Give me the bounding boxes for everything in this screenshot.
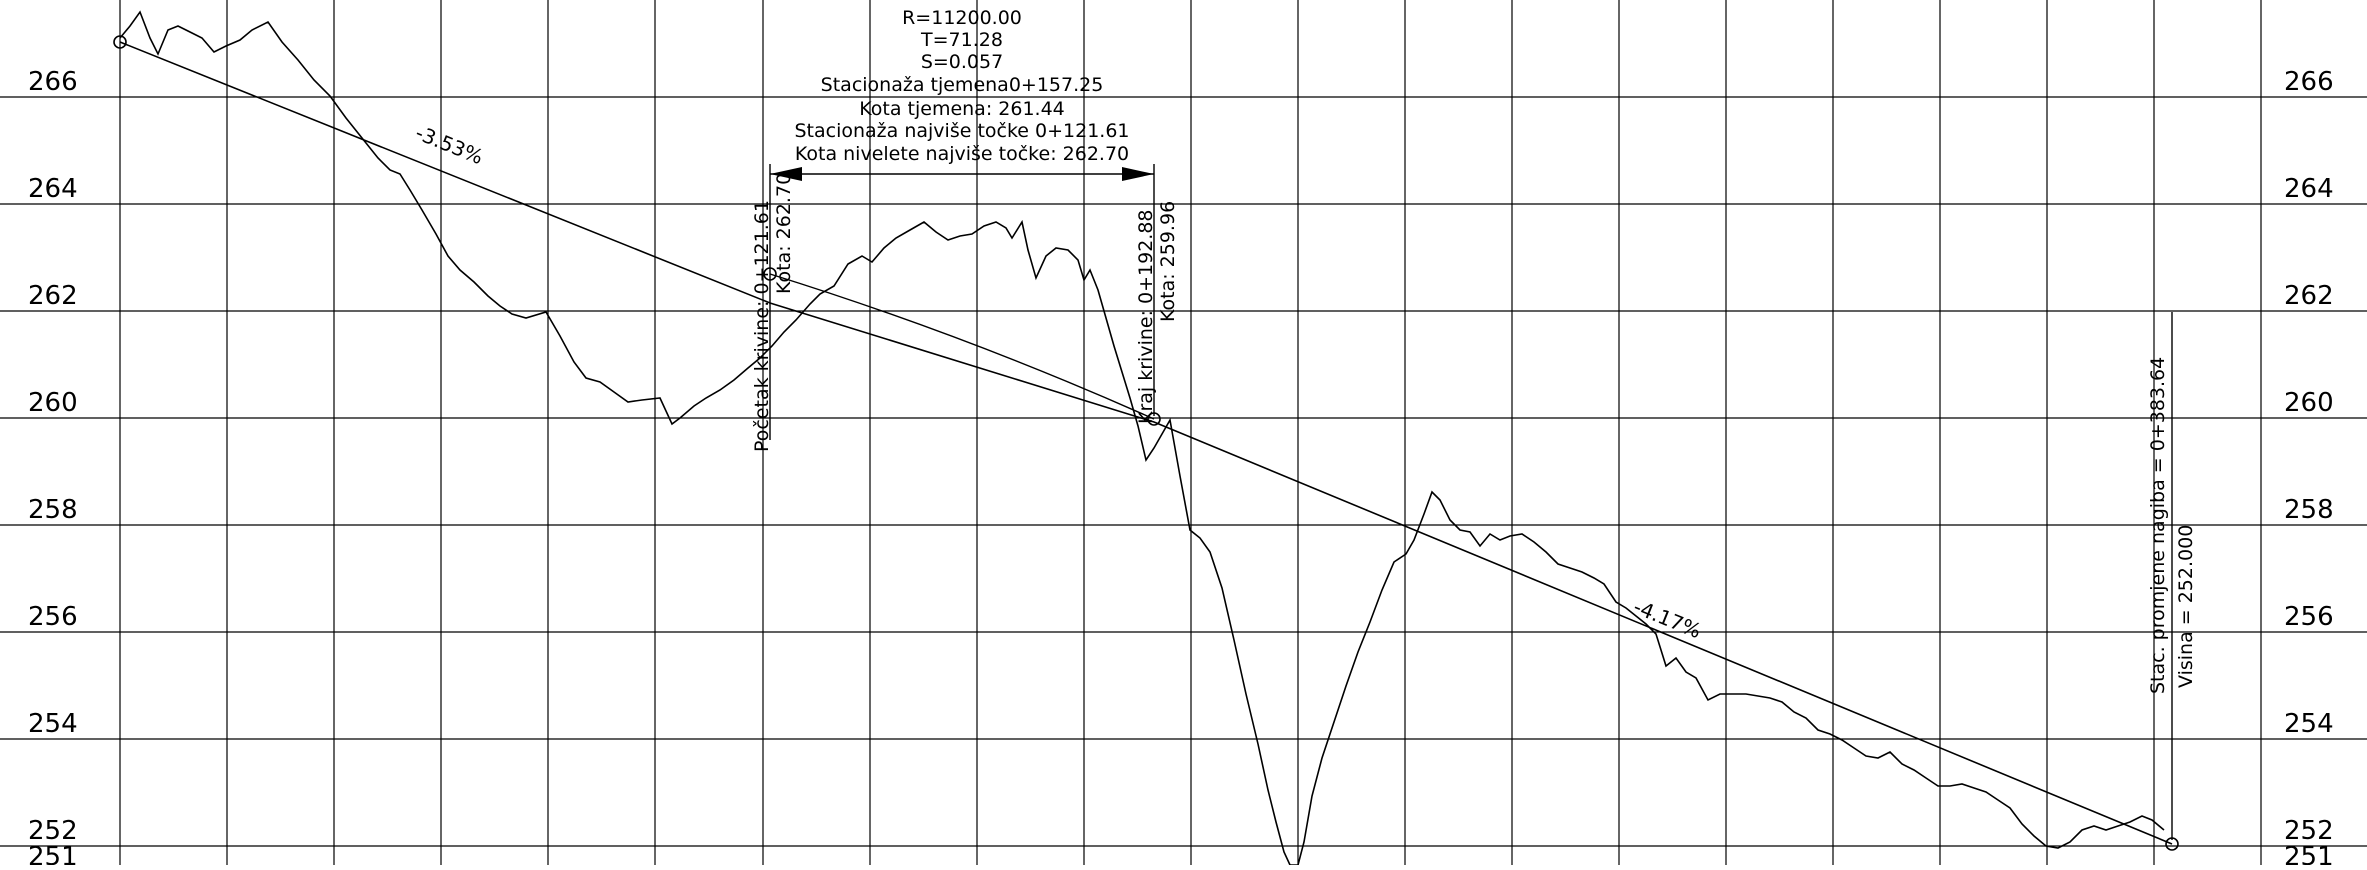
elevation-tick-label: 254 <box>28 709 78 739</box>
curve-info-line: T=71.28 <box>920 29 1003 51</box>
elevation-tick-label: 252 <box>28 816 78 846</box>
grade-change-elevation-label: Visina = 252.000 <box>2175 525 2197 688</box>
grade-change-station-label: Stac. promjene nagiba = 0+383.64 <box>2147 357 2169 694</box>
grade-label-first: -3.53% <box>412 120 487 169</box>
elevation-tick-label: 258 <box>28 495 78 525</box>
curve-info-line: S=0.057 <box>921 51 1003 73</box>
dimension-arrow-left <box>770 167 802 181</box>
terrain-profile-line <box>119 10 2165 866</box>
start-point-marker <box>113 35 127 49</box>
curve-end-station-label: Kraj krivine: 0+192.88 <box>1135 209 1157 424</box>
curve-info-line: R=11200.00 <box>902 7 1022 29</box>
elevation-tick-label: 251 <box>28 842 78 865</box>
vertical-curve <box>769 273 1155 420</box>
elevation-tick-label: 266 <box>28 67 78 97</box>
elevation-tick-labels: 266 266 264 264 262 262 260 260 258 258 256 256 254 2… <box>28 67 2334 870</box>
curve-info-line: Kota tjemena: 261.44 <box>859 98 1065 120</box>
elevation-tick-label: 262 <box>28 281 78 311</box>
elevation-tick-label: 251 <box>2284 842 2334 865</box>
vertical-curve-info: R=11200.00 T=71.28 S=0.057 Stacionaža tj… <box>794 7 1129 165</box>
grade-label-second: -4.17% <box>1630 594 1705 643</box>
elevation-tick-label: 252 <box>2284 816 2334 846</box>
grade-line <box>119 41 2173 845</box>
elevation-tick-label: 258 <box>2284 495 2334 525</box>
curve-begin-station-label: Početak krivine: 0+121.61 <box>751 200 773 452</box>
curve-info-line: Kota nivelete najviše točke: 262.70 <box>795 143 1129 165</box>
elevation-tick-label: 264 <box>28 174 78 204</box>
elevation-tick-label: 254 <box>2284 709 2334 739</box>
elevation-tick-label: 262 <box>2284 281 2334 311</box>
elevation-tick-label: 256 <box>2284 602 2334 632</box>
elevation-tick-label: 264 <box>2284 174 2334 204</box>
elevation-tick-label: 256 <box>28 602 78 632</box>
dimension-arrow-right <box>1122 167 1154 181</box>
curve-begin-elevation-label: Kota: 262.70 <box>773 173 795 294</box>
curve-info-line: Stacionaža tjemena0+157.25 <box>821 74 1104 96</box>
curve-info-line: Stacionaža najviše točke 0+121.61 <box>794 120 1129 142</box>
elevation-tick-label: 266 <box>2284 67 2334 97</box>
curve-end-elevation-label: Kota: 259.96 <box>1157 201 1179 322</box>
elevation-tick-label: 260 <box>2284 388 2334 418</box>
elevation-tick-label: 260 <box>28 388 78 418</box>
